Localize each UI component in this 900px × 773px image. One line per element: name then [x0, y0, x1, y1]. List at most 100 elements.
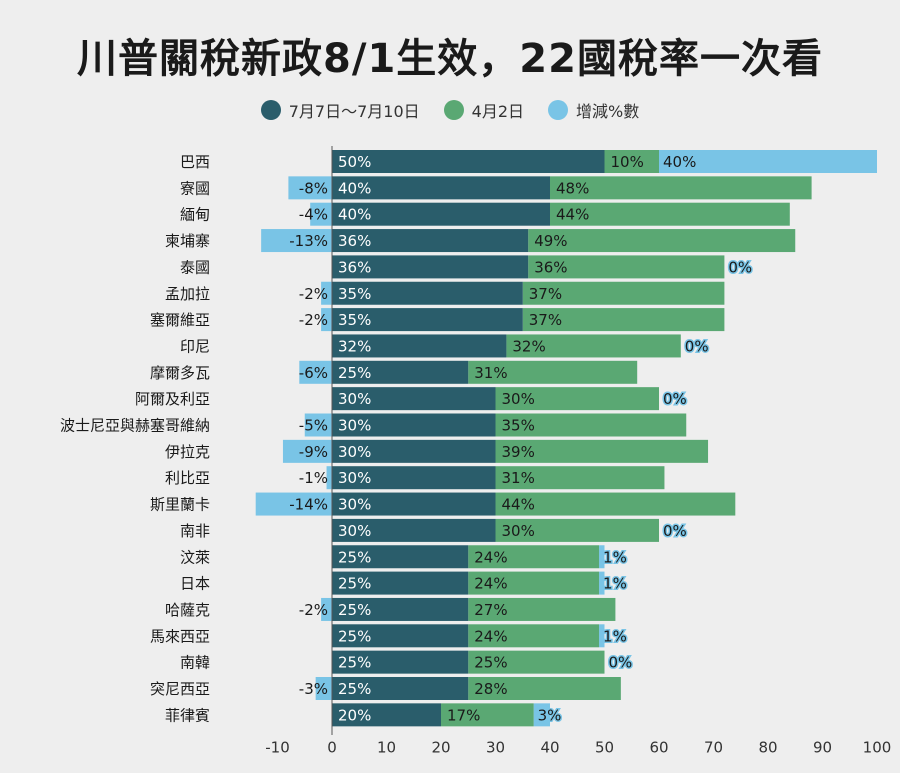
new-rate-bar — [332, 439, 496, 463]
x-tick-label: 100 — [863, 739, 892, 757]
new-rate-bar — [332, 492, 496, 516]
old-rate-bar — [528, 255, 725, 279]
new-rate-bar — [332, 545, 469, 569]
old-rate-label: 17% — [447, 706, 480, 724]
category-label: 印尼 — [180, 337, 210, 355]
x-tick-label: 90 — [813, 739, 832, 757]
change-label: 0% — [663, 390, 687, 408]
x-tick-label: 0 — [327, 739, 337, 757]
old-rate-bar — [495, 466, 665, 490]
old-rate-bar — [522, 281, 725, 305]
old-rate-bar — [550, 176, 812, 200]
category-label: 哈薩克 — [165, 601, 210, 619]
new-rate-bar — [332, 308, 523, 332]
old-rate-bar — [468, 545, 600, 569]
category-label: 南非 — [180, 522, 210, 540]
old-rate-bar — [495, 439, 709, 463]
old-rate-label: 37% — [529, 311, 562, 329]
change-label: -8% — [299, 179, 328, 197]
category-label: 斯里蘭卡 — [150, 496, 210, 514]
legend: 7月7日～7月10日 4月2日 增減%數 — [0, 98, 900, 122]
old-rate-bar — [506, 334, 681, 358]
legend-swatch-old-rate — [443, 100, 464, 120]
change-label: -9% — [299, 443, 328, 461]
category-label: 寮國 — [180, 179, 210, 197]
old-rate-label: 30% — [502, 390, 535, 408]
change-label: -1% — [299, 469, 328, 487]
category-label: 阿爾及利亞 — [135, 390, 210, 408]
change-bar — [315, 677, 332, 700]
new-rate-label: 36% — [338, 258, 371, 276]
change-bar — [299, 360, 332, 384]
x-tick-label: 80 — [758, 739, 777, 757]
new-rate-label: 40% — [338, 206, 371, 224]
old-rate-label: 24% — [474, 627, 507, 645]
change-label: 0% — [663, 522, 687, 540]
new-rate-label: 30% — [338, 443, 371, 461]
change-bar — [321, 308, 332, 332]
change-label: -5% — [299, 417, 328, 435]
old-rate-bar — [468, 650, 605, 674]
legend-label-old-rate: 4月2日 — [471, 102, 525, 121]
new-rate-label: 30% — [338, 522, 371, 540]
change-bar — [533, 703, 550, 727]
category-label: 泰國 — [180, 258, 210, 276]
category-label: 伊拉克 — [165, 443, 210, 461]
old-rate-label: 10% — [611, 153, 644, 171]
old-rate-label: 49% — [534, 232, 567, 250]
new-rate-label: 25% — [338, 364, 371, 382]
change-bar — [599, 624, 605, 648]
category-label: 菲律賓 — [165, 706, 210, 724]
x-tick-label: 70 — [704, 739, 723, 757]
change-bar — [288, 176, 332, 200]
new-rate-bar — [332, 150, 605, 173]
new-rate-label: 35% — [338, 311, 371, 329]
category-label: 孟加拉 — [165, 285, 210, 303]
old-rate-bar — [495, 387, 659, 411]
new-rate-bar — [332, 650, 469, 674]
change-bar — [321, 597, 332, 621]
change-label: 0% — [685, 337, 709, 355]
change-bar — [599, 545, 605, 569]
category-label: 利比亞 — [165, 469, 210, 487]
new-rate-bar — [332, 518, 496, 542]
old-rate-label: 48% — [556, 179, 589, 197]
old-rate-label: 25% — [474, 654, 507, 672]
change-label: 40% — [663, 153, 696, 171]
x-tick-label: 40 — [540, 739, 559, 757]
new-rate-label: 30% — [338, 390, 371, 408]
old-rate-label: 28% — [474, 680, 507, 698]
x-tick-label: 50 — [595, 739, 614, 757]
change-bar — [321, 281, 332, 305]
new-rate-label: 40% — [338, 179, 371, 197]
new-rate-label: 30% — [338, 496, 371, 514]
new-rate-label: 25% — [338, 601, 371, 619]
change-label: -6% — [299, 364, 328, 382]
change-bar — [304, 413, 332, 437]
legend-swatch-change — [548, 100, 569, 120]
old-rate-label: 32% — [512, 337, 545, 355]
change-label: -2% — [299, 601, 328, 619]
old-rate-bar — [441, 703, 534, 727]
new-rate-label: 20% — [338, 706, 371, 724]
new-rate-label: 25% — [338, 627, 371, 645]
change-bar — [326, 466, 332, 490]
change-label: 0% — [609, 654, 633, 672]
new-rate-bar — [332, 229, 529, 253]
old-rate-bar — [468, 677, 621, 700]
chart-title: 川普關稅新政8/1生效，22國稅率一次看 — [77, 36, 823, 82]
new-rate-bar — [332, 703, 441, 727]
old-rate-label: 30% — [502, 522, 535, 540]
old-rate-bar — [495, 413, 687, 437]
change-label: -13% — [289, 232, 328, 250]
new-rate-bar — [332, 677, 469, 700]
change-label: 3% — [538, 706, 562, 724]
new-rate-bar — [332, 597, 469, 621]
category-label: 南韓 — [180, 654, 210, 672]
old-rate-label: 24% — [474, 575, 507, 593]
new-rate-label: 30% — [338, 417, 371, 435]
change-bar — [659, 150, 877, 173]
change-label: -2% — [299, 285, 328, 303]
legend-label-change: 增減%數 — [576, 102, 640, 121]
